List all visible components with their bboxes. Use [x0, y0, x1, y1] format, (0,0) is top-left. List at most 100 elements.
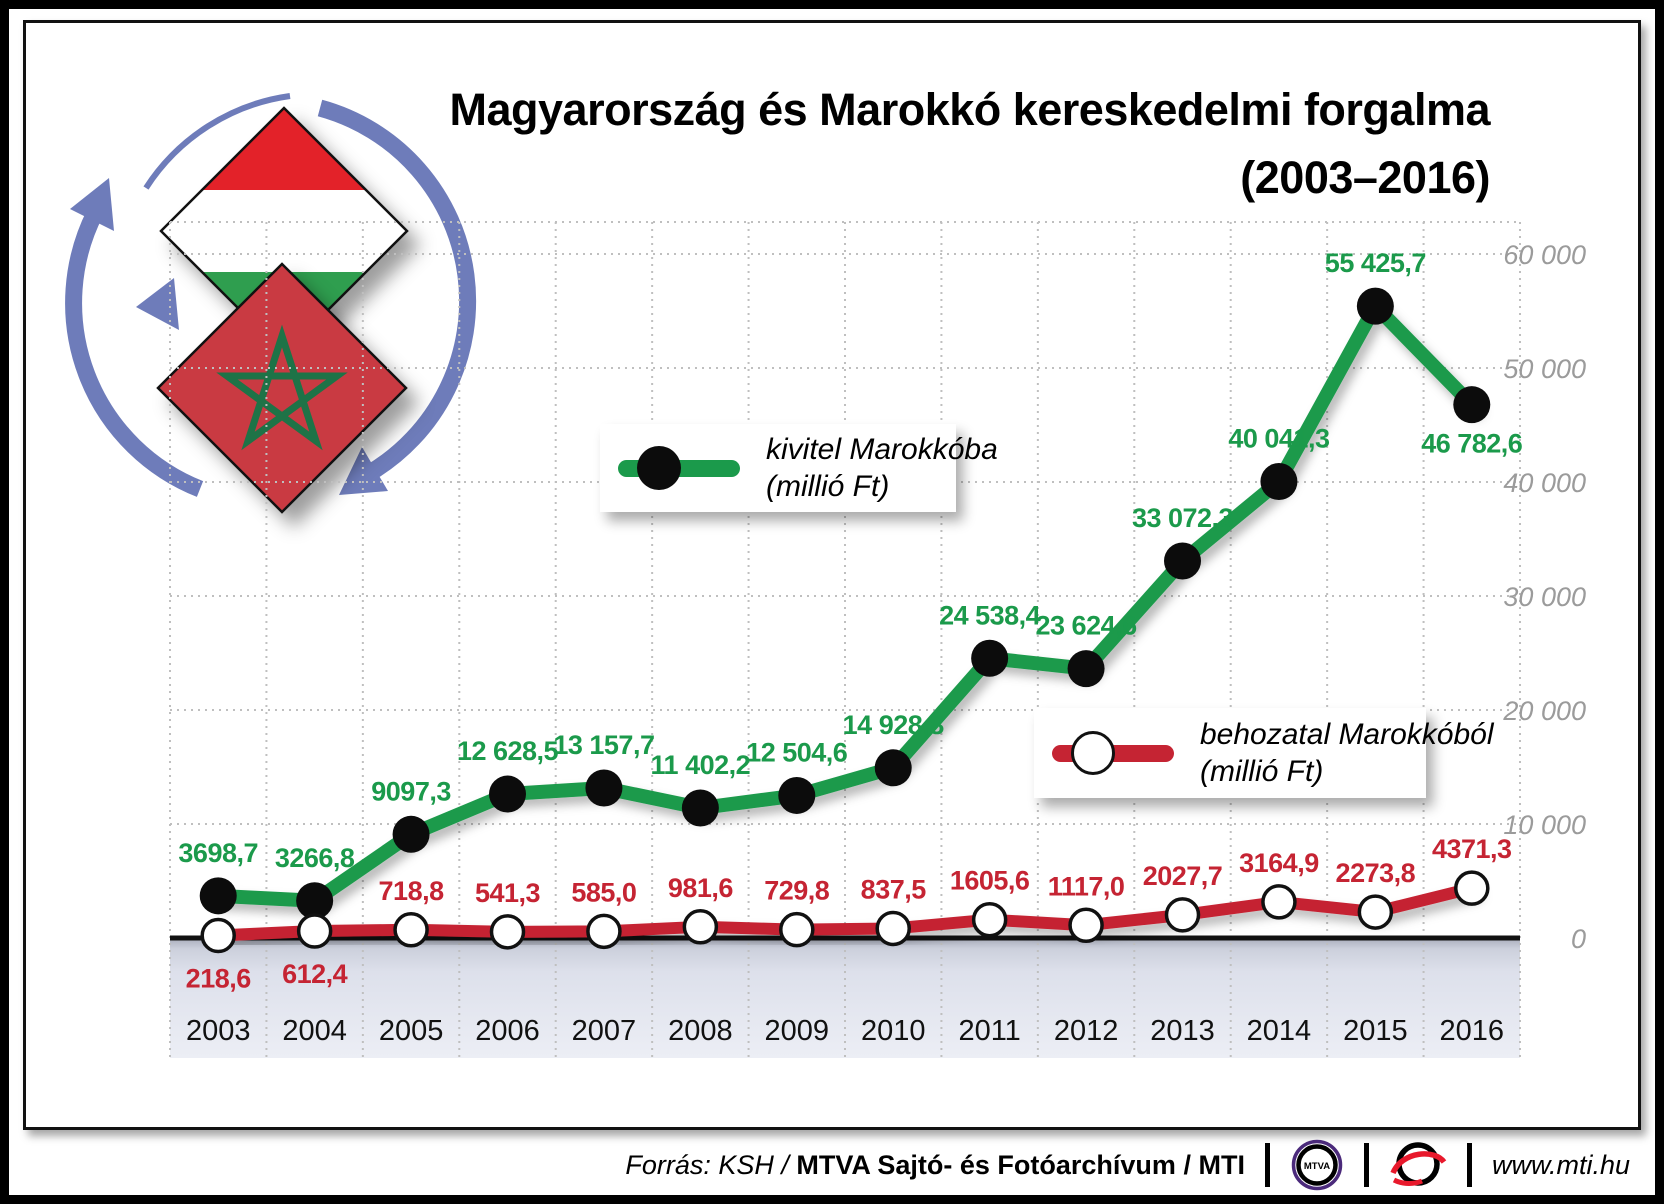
y-axis-tick-label: 10 000: [1503, 810, 1586, 840]
export-point: [1067, 650, 1105, 688]
chart-title-line2: (2003–2016): [1240, 152, 1490, 203]
x-axis-year-label: 2016: [1440, 1015, 1505, 1047]
import-value-label: 1117,0: [1048, 871, 1125, 901]
import-value-label: 729,8: [764, 876, 830, 906]
year-band: [170, 938, 1520, 1058]
export-point: [296, 882, 334, 920]
legend-export-unit: (millió Ft): [766, 470, 890, 503]
morocco-star-icon: [216, 324, 348, 451]
x-axis-year-label: 2004: [282, 1015, 347, 1047]
export-point: [392, 815, 430, 853]
x-axis-year-label: 2011: [958, 1015, 1020, 1047]
legend-import-unit: (millió Ft): [1200, 755, 1324, 788]
import-point: [296, 913, 333, 949]
legend-export-label: kivitel Marokkóba: [766, 433, 998, 466]
export-legend-sample-line: [618, 446, 740, 490]
export-value-label: 33 072,3: [1132, 503, 1234, 533]
export-point: [971, 639, 1009, 677]
export-value-label: 46 782,6: [1421, 429, 1523, 459]
export-point: [1453, 386, 1491, 424]
import-point: [200, 917, 236, 954]
export-point: [1356, 287, 1394, 325]
export-value-label: 12 504,6: [746, 737, 848, 767]
import-value-label: 585,0: [571, 877, 636, 907]
import-point: [393, 912, 429, 948]
svg-text:MTVA: MTVA: [1304, 1161, 1330, 1172]
import-point: [489, 914, 526, 950]
export-value-label: 13 157,7: [553, 730, 654, 760]
import-value-label: 718,8: [379, 876, 445, 906]
x-axis-year-label: 2012: [1054, 1015, 1119, 1047]
export-marker-icon: [637, 446, 682, 490]
import-value-label: 2027,7: [1143, 861, 1223, 891]
export-value-label: 23 624,6: [1036, 611, 1138, 641]
import-value-label: 541,3: [475, 878, 541, 908]
x-axis-year-label: 2006: [475, 1015, 540, 1047]
export-point: [874, 749, 912, 787]
x-axis-year-label: 2007: [572, 1015, 637, 1047]
footer-divider: [1264, 1143, 1270, 1187]
import-value-label: 3164,9: [1239, 848, 1319, 878]
export-value-label: 24 538,4: [939, 600, 1041, 630]
x-axis-year-label: 2010: [861, 1015, 926, 1047]
import-point: [1164, 897, 1201, 933]
export-value-label: 9097,3: [371, 776, 451, 806]
import-legend-sample-line: [1052, 731, 1174, 775]
mti-logo-icon: [1390, 1142, 1447, 1186]
export-value-label: 40 041,3: [1228, 424, 1330, 454]
legend-import: behozatal Marokkóból (millió Ft): [1034, 708, 1494, 798]
y-axis-tick-label: 50 000: [1503, 354, 1586, 384]
x-axis-year-label: 2008: [668, 1015, 733, 1047]
import-point: [682, 909, 719, 945]
export-value-label: 11 402,2: [651, 750, 751, 780]
x-axis-year-label: 2014: [1247, 1015, 1312, 1047]
x-axis-year-label: 2013: [1150, 1015, 1215, 1047]
website-link: www.mti.hu: [1491, 1149, 1630, 1180]
export-point: [778, 776, 816, 814]
y-axis-tick-label: 30 000: [1503, 582, 1586, 612]
x-axis-year-label: 2009: [765, 1015, 830, 1047]
morocco-flag-diamond: [156, 262, 408, 514]
import-point: [1454, 870, 1490, 906]
source-credit: Forrás: KSH / MTVA Sajtó- és Fotóarchívu…: [625, 1149, 1245, 1180]
import-point: [1357, 894, 1394, 930]
x-axis-year-label: 2003: [186, 1015, 251, 1047]
export-point: [489, 775, 526, 813]
export-value-label: 55 425,7: [1325, 248, 1426, 278]
export-point: [585, 769, 623, 807]
import-point: [1261, 884, 1297, 920]
chart-title: Magyarország és Marokkó kereskedelmi for…: [449, 76, 1491, 212]
y-axis-tick-label: 60 000: [1503, 240, 1586, 270]
export-value-label: 14 928,8: [843, 710, 945, 740]
import-value-label: 612,4: [282, 959, 348, 989]
y-axis-tick-label: 20 000: [1502, 696, 1586, 726]
import-value-label: 4371,3: [1432, 834, 1512, 864]
import-value-label: 981,6: [668, 873, 734, 903]
mtva-logo-icon: MTVA: [1291, 1139, 1343, 1191]
footer-divider: [1363, 1143, 1369, 1187]
export-point: [1164, 542, 1201, 580]
export-value-label: 3266,8: [275, 843, 355, 873]
legend-import-label: behozatal Marokkóból: [1200, 718, 1494, 751]
import-point: [875, 910, 911, 947]
x-axis-year-label: 2005: [379, 1015, 444, 1047]
export-point: [681, 789, 719, 827]
legend-export: kivitel Marokkóba (millió Ft): [600, 424, 998, 512]
import-value-label: 1605,6: [950, 866, 1030, 896]
footer: Forrás: KSH / MTVA Sajtó- és Fotóarchívu…: [625, 1136, 1630, 1194]
import-value-label: 2273,8: [1336, 858, 1416, 888]
hungary-morocco-exchange-logo: [65, 93, 477, 514]
export-value-label: 12 628,5: [457, 736, 559, 766]
chart-title-line1: Magyarország és Marokkó kereskedelmi for…: [449, 84, 1491, 135]
import-point: [1068, 907, 1104, 944]
y-axis-tick-label: 40 000: [1503, 468, 1586, 498]
import-point: [971, 901, 1008, 938]
export-point: [1260, 463, 1298, 501]
import-value-label: 218,6: [186, 964, 252, 994]
exchange-arrows-icon: [65, 93, 477, 497]
export-point: [199, 877, 237, 915]
import-point: [586, 913, 622, 950]
footer-divider: [1466, 1143, 1472, 1187]
